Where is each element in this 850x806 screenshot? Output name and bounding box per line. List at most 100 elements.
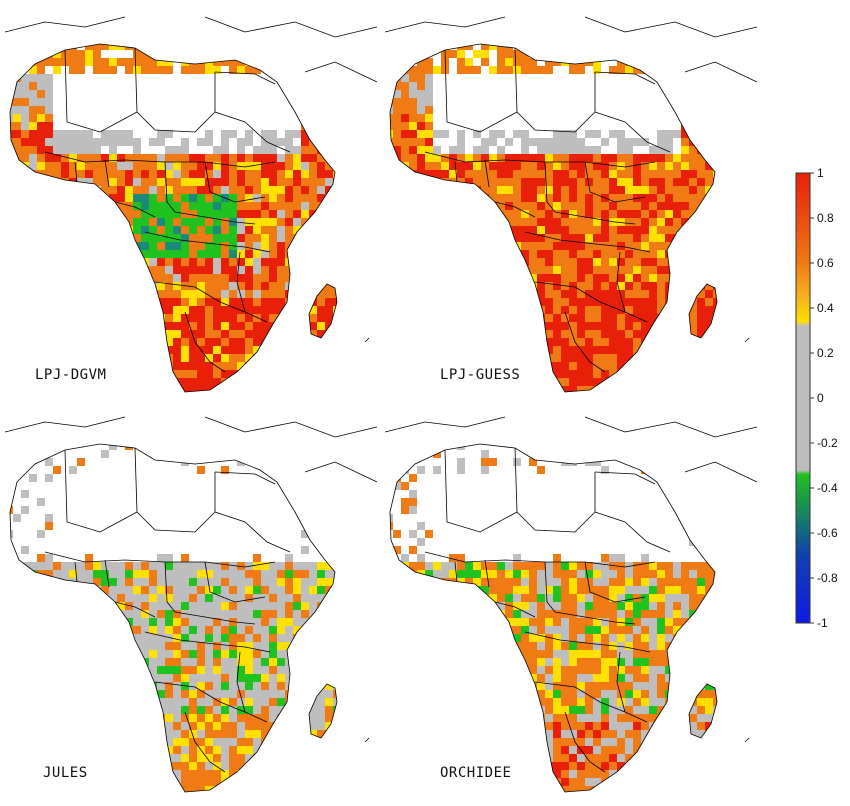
grid-cell (205, 450, 213, 458)
grid-cell (521, 386, 529, 392)
grid-cell (657, 218, 665, 226)
grid-cell (117, 770, 125, 778)
grid-cell (665, 346, 673, 354)
grid-cell (393, 82, 401, 90)
grid-cell (617, 250, 625, 258)
grid-cell (61, 626, 69, 634)
grid-cell (269, 754, 277, 762)
grid-cell (665, 58, 673, 66)
grid-cell (93, 722, 101, 730)
grid-cell (37, 274, 45, 282)
grid-cell (189, 266, 197, 274)
grid-cell (61, 666, 69, 674)
grid-cell (69, 338, 77, 346)
grid-cell (125, 282, 133, 290)
grid-cell (45, 274, 53, 282)
grid-cell (625, 258, 633, 266)
grid-cell (13, 194, 21, 202)
grid-cell (537, 282, 545, 290)
grid-cell (409, 578, 417, 586)
grid-cell (149, 618, 157, 626)
grid-cell (553, 282, 561, 290)
grid-cell (625, 386, 633, 392)
grid-cell (229, 578, 237, 586)
grid-cell (29, 666, 37, 674)
country-border (164, 561, 256, 625)
grid-cell (10, 322, 13, 330)
grid-cell (697, 562, 705, 570)
grid-cell (197, 658, 205, 666)
grid-cell (109, 770, 117, 778)
grid-cell (189, 210, 197, 218)
grid-cell (85, 610, 93, 618)
grid-cell (681, 258, 689, 266)
grid-cell (149, 314, 157, 322)
grid-cell (221, 218, 229, 226)
grid-cell (393, 218, 401, 226)
grid-cell (21, 90, 29, 98)
grid-cell (293, 570, 301, 578)
grid-cell (93, 346, 101, 354)
grid-cell (245, 794, 253, 802)
grid-cell (197, 250, 205, 258)
grid-cell (457, 570, 465, 578)
grid-cell (633, 306, 641, 314)
grid-cell (393, 354, 401, 362)
grid-cell (61, 338, 69, 346)
grid-cell (325, 178, 333, 186)
grid-cell (529, 298, 537, 306)
grid-cell (37, 722, 45, 730)
grid-cell (205, 274, 213, 282)
grid-cell (165, 330, 173, 338)
grid-cell (333, 162, 337, 170)
grid-cell (390, 306, 393, 314)
grid-cell (181, 354, 189, 362)
grid-cell (705, 354, 713, 362)
grid-cell (149, 226, 157, 234)
grid-cell (529, 354, 537, 362)
country-border (204, 561, 266, 603)
grid-cell (489, 338, 497, 346)
grid-cell (229, 666, 237, 674)
grid-cell (301, 98, 309, 106)
grid-cell (149, 706, 157, 714)
grid-cell (489, 66, 497, 74)
grid-cell (13, 626, 21, 634)
grid-cell (333, 674, 337, 682)
grid-cell (29, 722, 37, 730)
grid-cell (77, 266, 85, 274)
grid-cell (101, 450, 109, 458)
grid-cell (189, 186, 197, 194)
grid-cell (117, 258, 125, 266)
grid-cell (301, 634, 309, 642)
grid-cell (13, 90, 21, 98)
grid-cell (125, 346, 133, 354)
grid-cell (141, 586, 149, 594)
grid-cell (617, 266, 625, 274)
grid-cell (93, 50, 101, 58)
grid-cell (13, 298, 21, 306)
grid-cell (125, 794, 133, 802)
grid-cell (505, 586, 513, 594)
grid-cell (333, 658, 337, 666)
grid-cell (133, 162, 141, 170)
grid-cell (141, 618, 149, 626)
grid-cell (401, 274, 409, 282)
grid-cell (705, 530, 713, 538)
grid-cell (641, 578, 649, 586)
grid-cell (449, 322, 457, 330)
grid-cell (417, 202, 425, 210)
grid-cell (45, 570, 53, 578)
grid-cell (609, 50, 617, 58)
grid-cell (401, 298, 409, 306)
grid-cell (141, 202, 149, 210)
country-border (164, 161, 256, 225)
grid-cell (633, 290, 641, 298)
grid-cell (77, 258, 85, 266)
grid-cell (457, 322, 465, 330)
grid-cell (221, 618, 229, 626)
grid-cell (149, 394, 157, 402)
grid-cell (617, 346, 625, 354)
grid-cell (390, 354, 393, 362)
grid-cell (673, 314, 681, 322)
